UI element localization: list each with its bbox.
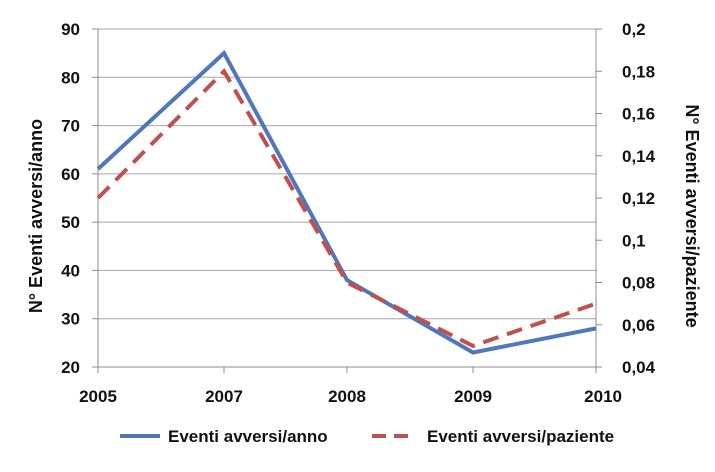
y2-tick-label: 0,18 xyxy=(622,62,655,81)
gridlines xyxy=(98,28,596,320)
y-tick-label: 50 xyxy=(61,213,80,232)
legend-label-anno: Eventi avversi/anno xyxy=(168,427,328,446)
y2-tick-label: 0,08 xyxy=(622,274,655,293)
series-line-paziente xyxy=(96,68,597,349)
y-tick-label: 40 xyxy=(61,261,80,280)
y-tick-label: 30 xyxy=(61,310,80,329)
y-tick-label: 80 xyxy=(61,68,80,87)
series-lines xyxy=(96,49,597,355)
y2-tick-label: 0,06 xyxy=(622,316,655,335)
y-tick-label: 20 xyxy=(61,358,80,377)
axes xyxy=(92,28,602,373)
y-tick-label: 60 xyxy=(61,165,80,184)
series-line-anno xyxy=(96,49,597,355)
legend-label-paziente: Eventi avversi/paziente xyxy=(427,427,614,446)
y-axis-title: N° Eventi avversi/anno xyxy=(26,119,46,313)
y2-tick-label: 0,16 xyxy=(622,105,655,124)
y-tick-label: 90 xyxy=(61,20,80,39)
y2-tick-label: 0,04 xyxy=(622,358,656,377)
y2-tick-label: 0,14 xyxy=(622,147,656,166)
x-tick-labels: 2005 2007 2008 2009 2010 xyxy=(79,387,622,406)
x-tick-label: 2010 xyxy=(584,387,622,406)
x-tick-label: 2007 xyxy=(205,387,243,406)
y2-axis-title: N° Eventi avversi/paziente xyxy=(682,104,702,327)
right-tick-labels: 0,04 0,06 0,08 0,1 0,12 0,14 0,16 0,18 0,2 xyxy=(622,20,656,377)
y2-tick-label: 0,1 xyxy=(622,231,646,250)
x-tick-label: 2005 xyxy=(79,387,117,406)
y-tick-label: 70 xyxy=(61,117,80,136)
left-tick-labels: 20 30 40 50 60 70 80 90 xyxy=(61,20,80,377)
y2-tick-label: 0,2 xyxy=(622,20,646,39)
legend: Eventi avversi/anno Eventi avversi/pazie… xyxy=(120,427,614,446)
x-tick-label: 2008 xyxy=(328,387,366,406)
x-tick-label: 2009 xyxy=(454,387,492,406)
y2-tick-label: 0,12 xyxy=(622,189,655,208)
